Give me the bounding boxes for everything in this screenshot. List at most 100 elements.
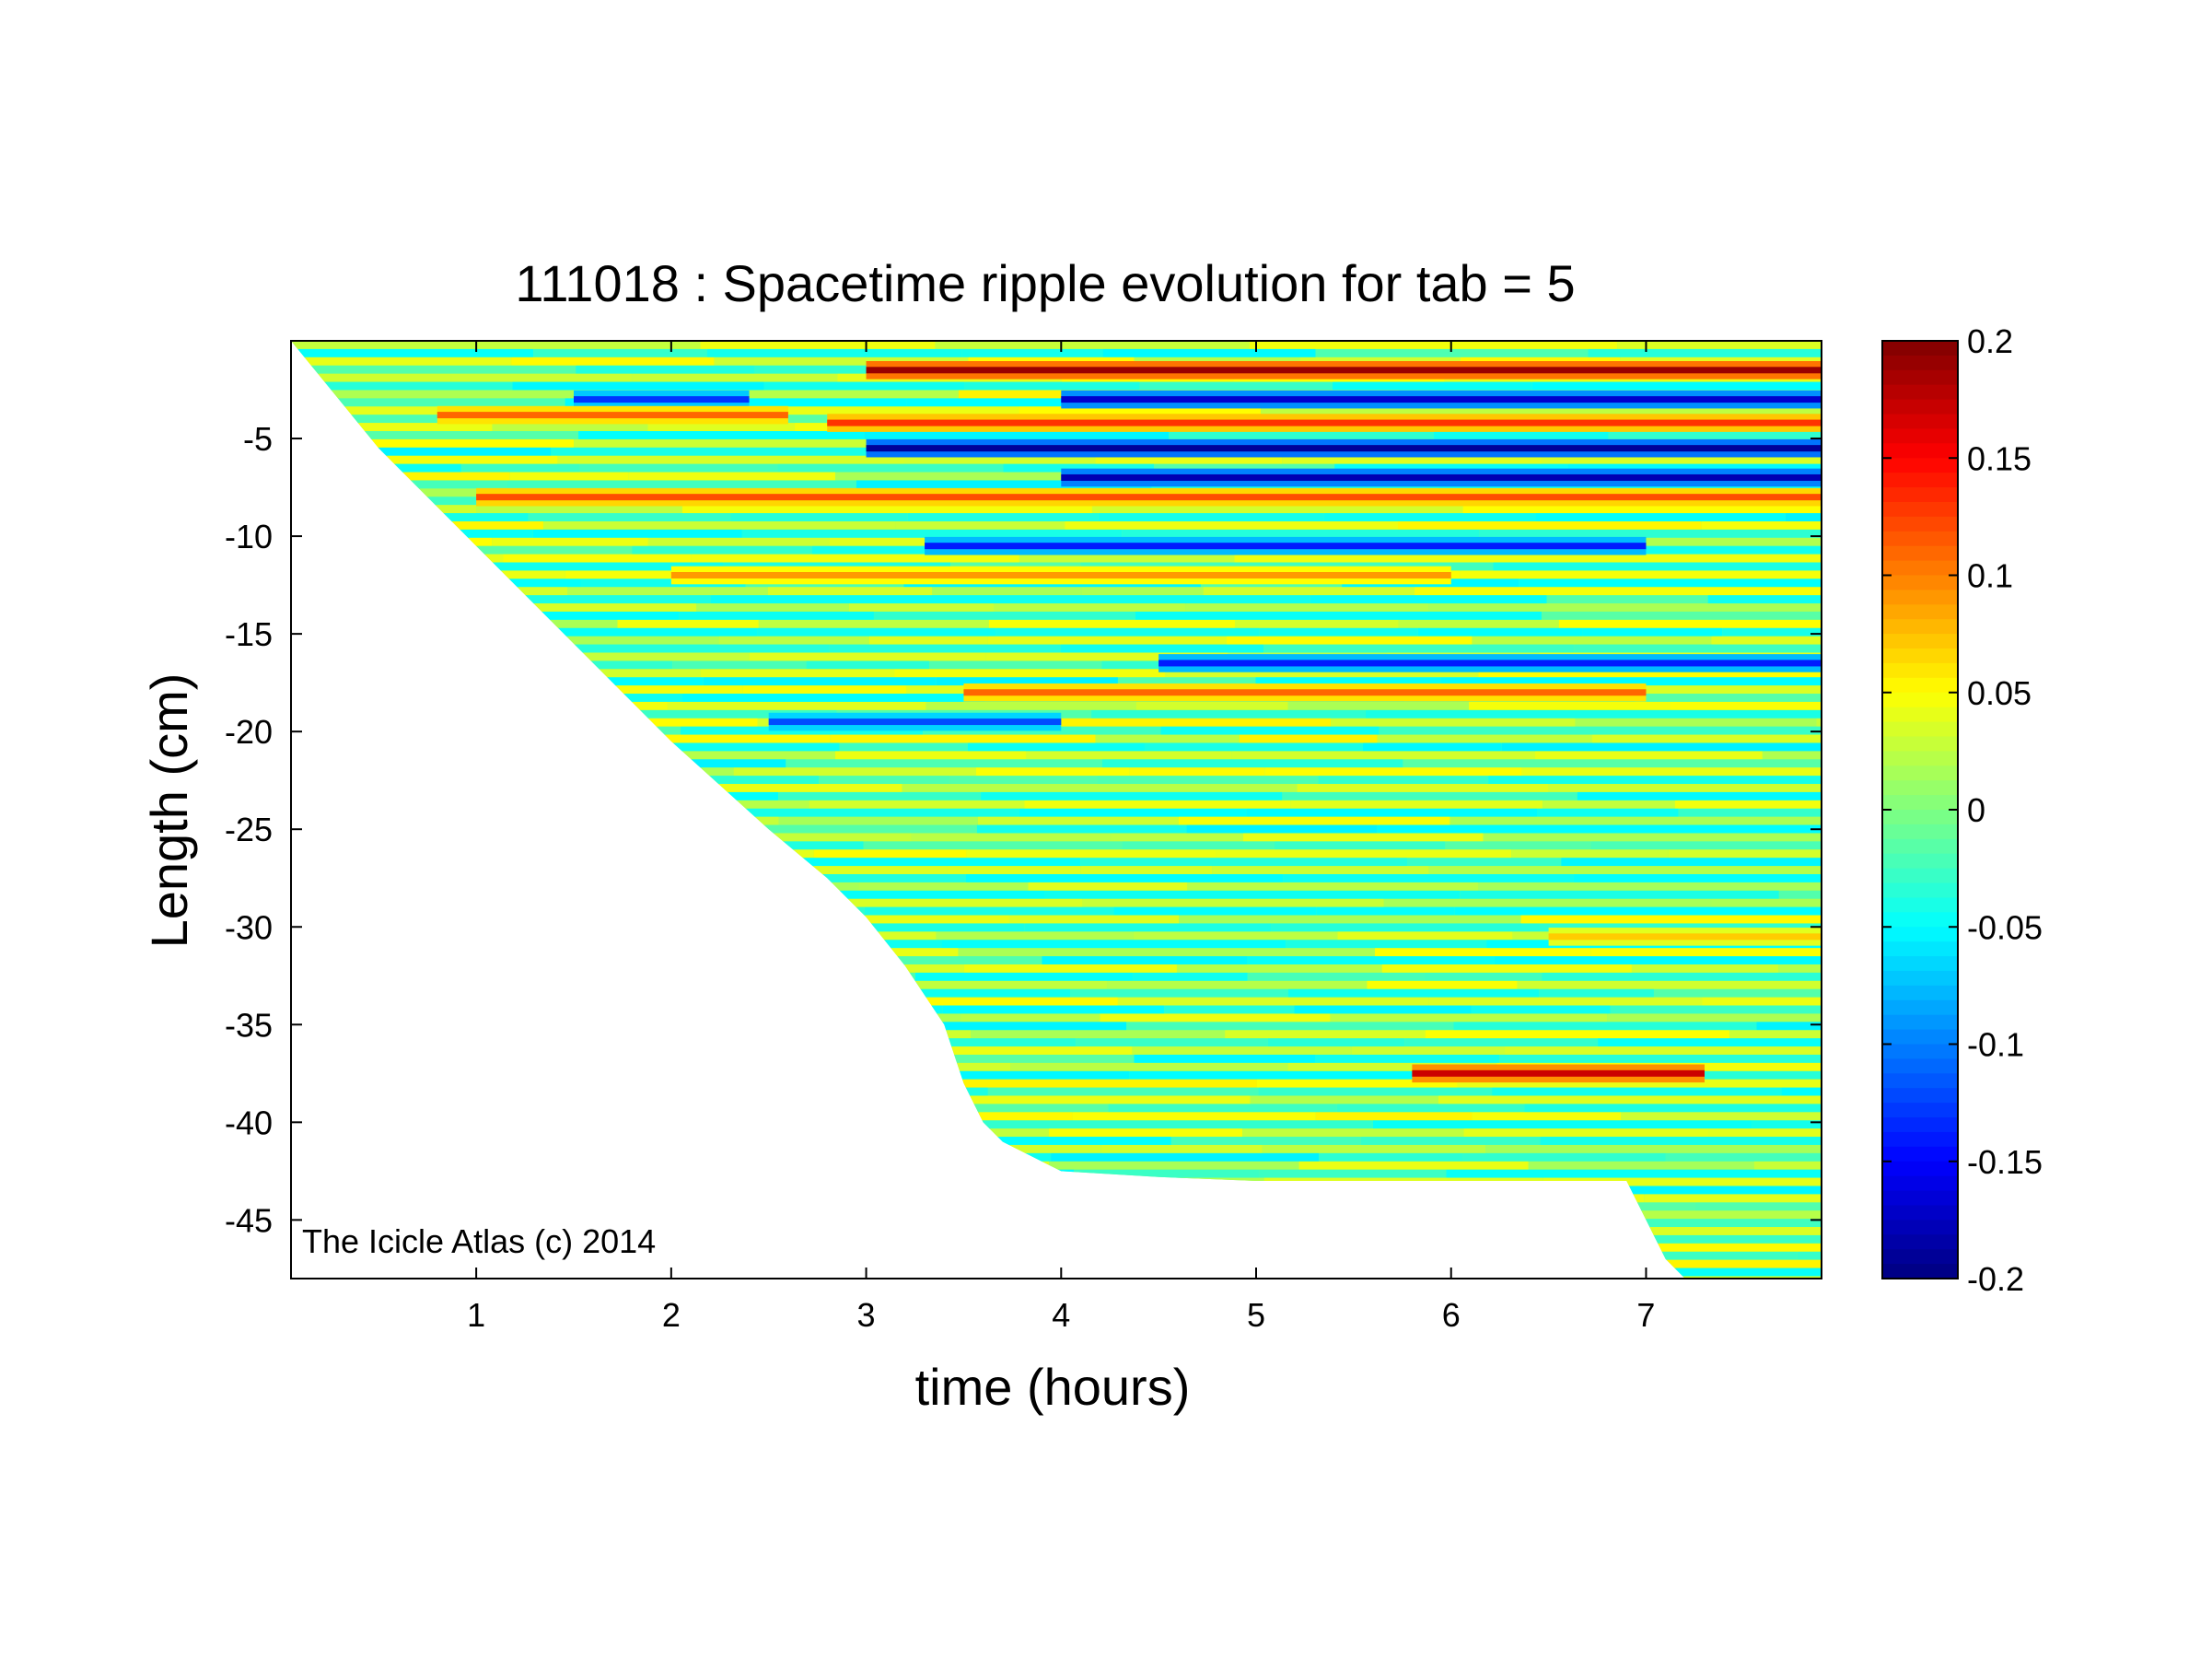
heatmap-cell: [1082, 898, 1384, 908]
heatmap-cell: [455, 1005, 715, 1015]
heatmap-cell: [1331, 718, 1576, 728]
heatmap-cell: [1360, 1137, 1541, 1146]
heatmap-cell: [902, 784, 1298, 793]
heatmap-cell: [291, 931, 532, 940]
heatmap-cell: [1398, 1186, 1587, 1195]
heatmap-cell: [977, 816, 1179, 826]
heatmap-cell: [1590, 685, 1822, 695]
heatmap-cell: [291, 940, 533, 949]
heatmap-cell: [1374, 948, 1591, 957]
heatmap-cell: [1100, 1243, 1261, 1253]
heatmap-cell: [1404, 1038, 1599, 1047]
heatmap-cell: [291, 537, 493, 547]
heatmap-cell: [569, 776, 820, 785]
heatmap-cell: [696, 603, 849, 613]
heatmap-cell: [450, 373, 633, 383]
heatmap-cell: [477, 1268, 659, 1278]
heatmap-cell: [1185, 603, 1429, 613]
heatmap-cell: [786, 759, 1102, 768]
colorbar-segment: [1882, 1220, 1958, 1236]
heatmap-cell: [1267, 1038, 1405, 1047]
heatmap-cell: [806, 1234, 982, 1244]
heatmap-cell: [291, 972, 439, 982]
colorbar-tick-label: 0: [1967, 791, 1985, 829]
heatmap: [291, 341, 1822, 1279]
heatmap-cell: [1070, 988, 1288, 999]
heatmap-cell: [291, 423, 493, 432]
heatmap-cell: [752, 866, 948, 875]
heatmap-cell: [291, 636, 478, 646]
heatmap-cell: [291, 660, 505, 670]
heatmap-cell: [667, 701, 926, 711]
heatmap-cell: [644, 1070, 851, 1081]
heatmap-cell: [627, 1137, 824, 1146]
heatmap-cell: [809, 800, 1025, 810]
heatmap-cell: [825, 1276, 1144, 1279]
heatmap-cell: [1365, 709, 1822, 719]
colorbar-segment: [1882, 414, 1958, 430]
heatmap-cell: [1535, 513, 1786, 522]
heatmap-cell: [582, 816, 779, 826]
colorbar-segment: [1882, 999, 1958, 1016]
heatmap-cell: [793, 1128, 1050, 1138]
heatmap-cell: [1250, 1095, 1438, 1104]
heatmap-cell: [687, 972, 915, 982]
negative-ripple-band: [866, 445, 1822, 452]
heatmap-cell: [1144, 742, 1363, 752]
heatmap-cell: [1711, 898, 1822, 908]
negative-ripple-band: [1158, 660, 1822, 667]
heatmap-cell: [966, 849, 1217, 859]
plot-frame: [290, 340, 1822, 1279]
colorbar-segment: [1882, 677, 1958, 694]
heatmap-cell: [700, 341, 936, 350]
heatmap-cell: [710, 595, 1011, 604]
colorbar-segment: [1882, 765, 1958, 781]
heatmap-cell: [291, 438, 575, 449]
heatmap-cell: [291, 816, 438, 826]
heatmap-cell: [291, 480, 507, 489]
heatmap-cell: [1122, 529, 1480, 539]
heatmap-cell: [1129, 1259, 1299, 1269]
colorbar-tick-label: 0.2: [1967, 322, 2013, 360]
heatmap-cell: [706, 1104, 867, 1113]
colorbar-segment: [1882, 1029, 1958, 1046]
heatmap-cell: [1242, 1128, 1464, 1138]
heatmap-cell: [1472, 1112, 1622, 1121]
colorbar-segment: [1882, 516, 1958, 532]
x-tick-label: 7: [1636, 1296, 1655, 1334]
heatmap-cell: [291, 709, 550, 719]
heatmap-cell: [1583, 537, 1822, 547]
heatmap-cell: [749, 652, 986, 661]
colorbar-segment: [1882, 501, 1958, 518]
heatmap-cell: [291, 611, 680, 621]
heatmap-cell: [1101, 759, 1403, 768]
heatmap-cell: [1202, 1202, 1391, 1211]
heatmap-cell: [522, 644, 830, 654]
colorbar-segment: [1882, 531, 1958, 547]
heatmap-cell: [1051, 1227, 1217, 1236]
heatmap-cell: [932, 587, 1082, 596]
heatmap-cell: [720, 1144, 926, 1154]
colorbar-segment: [1882, 1146, 1958, 1162]
heatmap-cell: [732, 1169, 945, 1179]
heatmap-cell: [971, 1030, 1226, 1039]
colorbar-segment: [1882, 399, 1958, 415]
colorbar-segment: [1882, 824, 1958, 840]
heatmap-cell: [291, 619, 437, 629]
heatmap-cell: [1753, 1161, 1822, 1171]
heatmap-cell: [1117, 997, 1429, 1007]
heatmap-cell: [291, 841, 420, 850]
heatmap-cell: [1756, 1022, 1822, 1031]
heatmap-cell: [476, 505, 682, 514]
heatmap-cell: [864, 430, 1170, 440]
heatmap-cell: [758, 619, 989, 629]
heatmap-cell: [438, 972, 688, 982]
heatmap-cell: [542, 694, 683, 703]
heatmap-cell: [1260, 1243, 1450, 1253]
heatmap-cell: [518, 685, 743, 695]
y-tick-label: -25: [225, 811, 273, 848]
heatmap-cell: [1542, 972, 1822, 982]
heatmap-cell: [1230, 1194, 1479, 1203]
heatmap-cell: [437, 1202, 702, 1211]
heatmap-cell: [1797, 1251, 1822, 1261]
